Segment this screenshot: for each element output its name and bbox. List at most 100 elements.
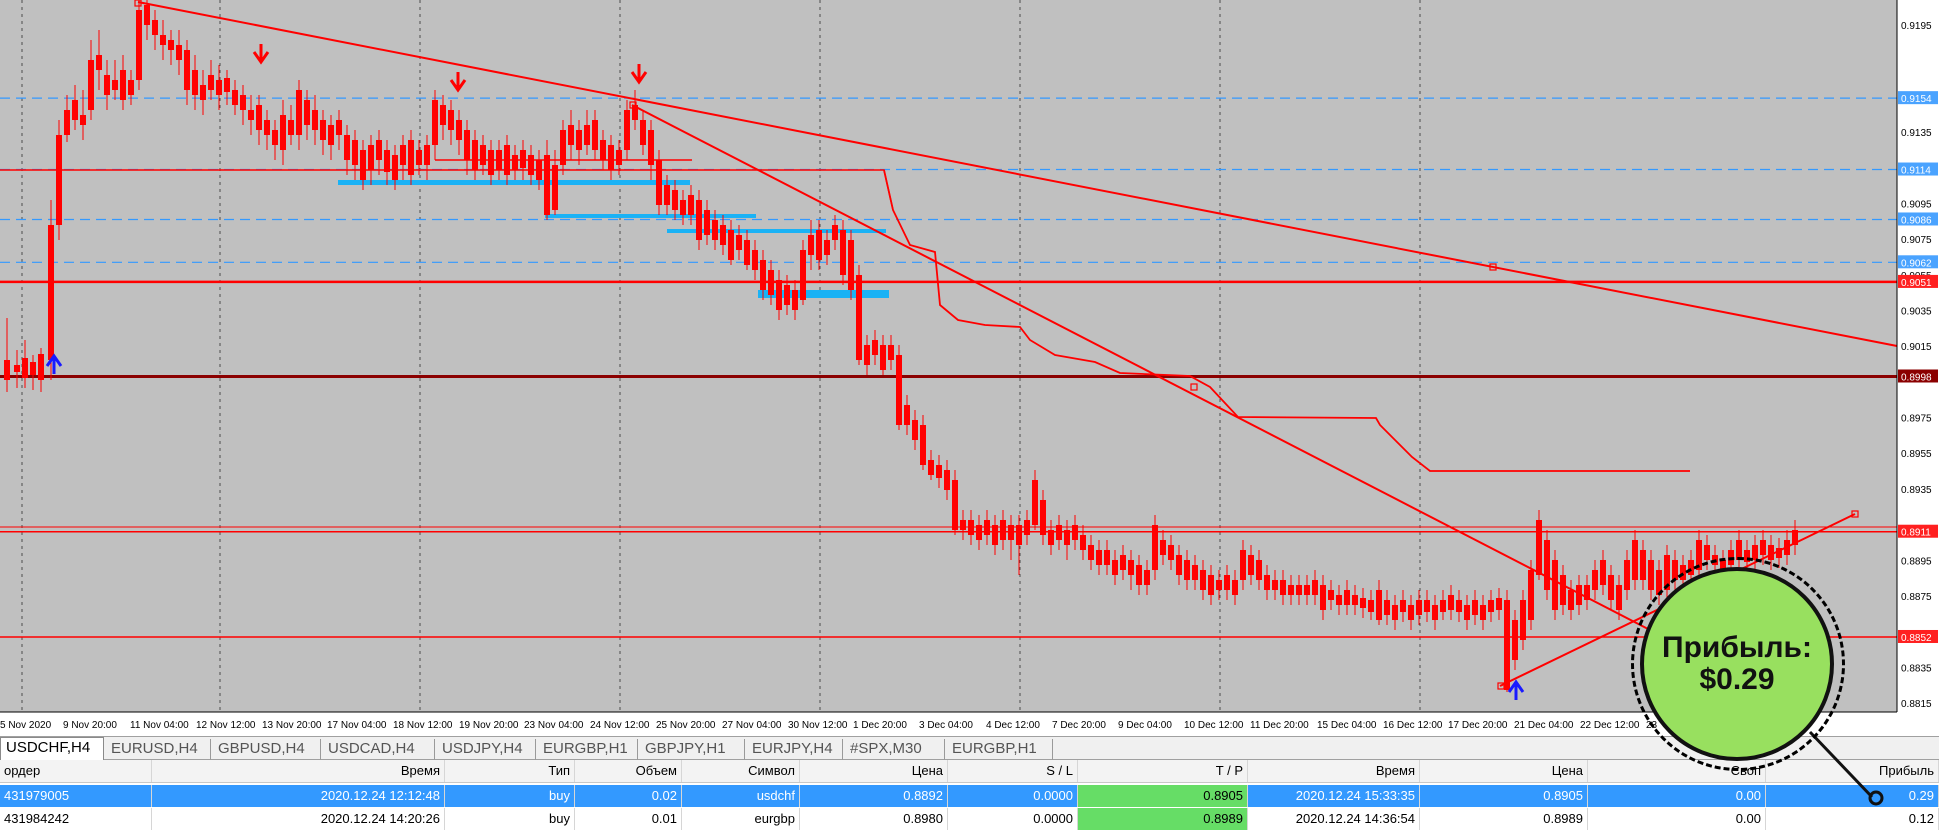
cell-close-time: 2020.12.24 15:33:35 — [1248, 785, 1420, 807]
candle-body — [1264, 575, 1270, 590]
candle-body — [1104, 550, 1110, 565]
candle-body — [1648, 560, 1654, 590]
tab-eurusd-h4[interactable]: EURUSD,H4 — [106, 739, 211, 760]
trendline-handle — [1190, 383, 1198, 391]
time-label: 12 Nov 12:00 — [196, 720, 256, 731]
candle-body — [440, 105, 446, 125]
candle-body — [1392, 605, 1398, 620]
candle-body — [912, 420, 918, 440]
candle-body — [672, 190, 678, 210]
candle-body — [424, 145, 430, 165]
candle-body — [1240, 550, 1246, 580]
price-label: 0.9135 — [1901, 128, 1932, 139]
candle-body — [528, 155, 534, 175]
price-label-box — [1898, 255, 1938, 269]
tab-eurgbp-h1[interactable]: EURGBP,H1 — [538, 739, 638, 760]
candle-body — [1480, 605, 1486, 620]
profit-callout-value: $0.29 — [1699, 663, 1775, 696]
candle-body — [1056, 525, 1062, 540]
candle-body — [888, 345, 894, 360]
candle-body — [592, 120, 598, 150]
candle-body — [656, 160, 662, 205]
header-tp[interactable]: T / P — [1078, 760, 1248, 782]
tab-usdcad-h4[interactable]: USDCAD,H4 — [323, 739, 435, 760]
tab-usdjpy-h4[interactable]: USDJPY,H4 — [437, 739, 536, 760]
candle-body — [328, 125, 334, 145]
price-label: 0.9062 — [1901, 258, 1932, 269]
price-label: 0.8935 — [1901, 485, 1932, 496]
time-label: 10 Dec 12:00 — [1184, 720, 1244, 731]
profit-callout: Прибыль: $0.29 — [1640, 567, 1834, 761]
price-label: 0.9195 — [1901, 21, 1932, 32]
candle-body — [1064, 530, 1070, 545]
tab-eurjpy-h4[interactable]: EURJPY,H4 — [747, 739, 843, 760]
candle-body — [1288, 585, 1294, 595]
candle-body — [4, 360, 10, 380]
price-label: 0.9075 — [1901, 235, 1932, 246]
tab-eurgbp-h1[interactable]: EURGBP,H1 — [947, 739, 1053, 760]
candle-body — [920, 425, 926, 465]
header-volume[interactable]: Объем — [575, 760, 682, 782]
header-type[interactable]: Тип — [445, 760, 575, 782]
candle-body — [648, 130, 654, 165]
price-chart[interactable]: 0.9195 0.9154 0.9135 0.9114 0.9095 0.9086 0.90… — [0, 0, 1939, 736]
candle-body — [1496, 598, 1502, 610]
time-label: 27 Nov 04:00 — [722, 720, 782, 731]
candle-body — [1184, 560, 1190, 580]
price-label: 0.8911 — [1901, 528, 1931, 539]
candle-body — [1656, 570, 1662, 595]
candle-body — [1384, 600, 1390, 615]
tab-gbpusd-h4[interactable]: GBPUSD,H4 — [213, 739, 321, 760]
header-sl[interactable]: S / L — [948, 760, 1078, 782]
candle-body — [14, 365, 20, 372]
candle-body — [416, 150, 422, 165]
candle-body — [104, 75, 110, 95]
candle-body — [1408, 605, 1414, 620]
header-close-time[interactable]: Время — [1248, 760, 1420, 782]
tab-usdchf-h4[interactable]: USDCHF,H4 — [0, 737, 104, 760]
tab-gbpjpy-h1[interactable]: GBPJPY,H1 — [640, 739, 745, 760]
candle-body — [296, 90, 302, 135]
header-open-time[interactable]: Время — [152, 760, 445, 782]
candle-body — [664, 185, 670, 205]
header-symbol[interactable]: Символ — [682, 760, 800, 782]
time-label: 15 Dec 04:00 — [1317, 720, 1377, 731]
candle-body — [1664, 555, 1670, 590]
header-close-price[interactable]: Цена — [1420, 760, 1588, 782]
header-order[interactable]: ордер — [0, 760, 152, 782]
candle-body — [1560, 575, 1566, 605]
candle-body — [168, 40, 174, 50]
candle-body — [1328, 590, 1334, 600]
candle-body — [1432, 605, 1438, 620]
candle-body — [1680, 565, 1686, 580]
candle-body — [808, 235, 814, 255]
candle-body — [376, 140, 382, 160]
price-label-box — [1898, 91, 1938, 105]
buy-arrow-icon — [45, 353, 63, 374]
candle-body — [152, 20, 158, 35]
candle-body — [832, 225, 838, 240]
candle-body — [1360, 598, 1366, 608]
candle-body — [38, 354, 44, 380]
candle-body — [848, 240, 854, 290]
candle-body — [760, 260, 766, 290]
candle-body — [1248, 555, 1254, 575]
trendline — [137, 1, 1898, 347]
time-label: 17 Nov 04:00 — [327, 720, 387, 731]
candle-body — [56, 135, 62, 225]
candle-body — [464, 130, 470, 160]
candle-body — [1128, 560, 1134, 575]
candle-body — [1168, 545, 1174, 560]
time-label: 17 Dec 20:00 — [1448, 720, 1508, 731]
header-open-price[interactable]: Цена — [800, 760, 948, 782]
candle-body — [1272, 580, 1278, 590]
price-label-box — [1898, 524, 1938, 538]
tab--spx-m30[interactable]: #SPX,M30 — [845, 739, 945, 760]
candle-body — [184, 50, 190, 90]
chart-canvas[interactable]: 0.9195 0.9154 0.9135 0.9114 0.9095 0.9086 0.90… — [0, 0, 1939, 736]
price-label: 0.8895 — [1901, 556, 1932, 567]
price-label: 0.9051 — [1901, 278, 1932, 289]
candle-body — [752, 250, 758, 270]
table-row[interactable]: 431979005 2020.12.24 12:12:48 buy 0.02 usdch… — [0, 785, 1939, 807]
